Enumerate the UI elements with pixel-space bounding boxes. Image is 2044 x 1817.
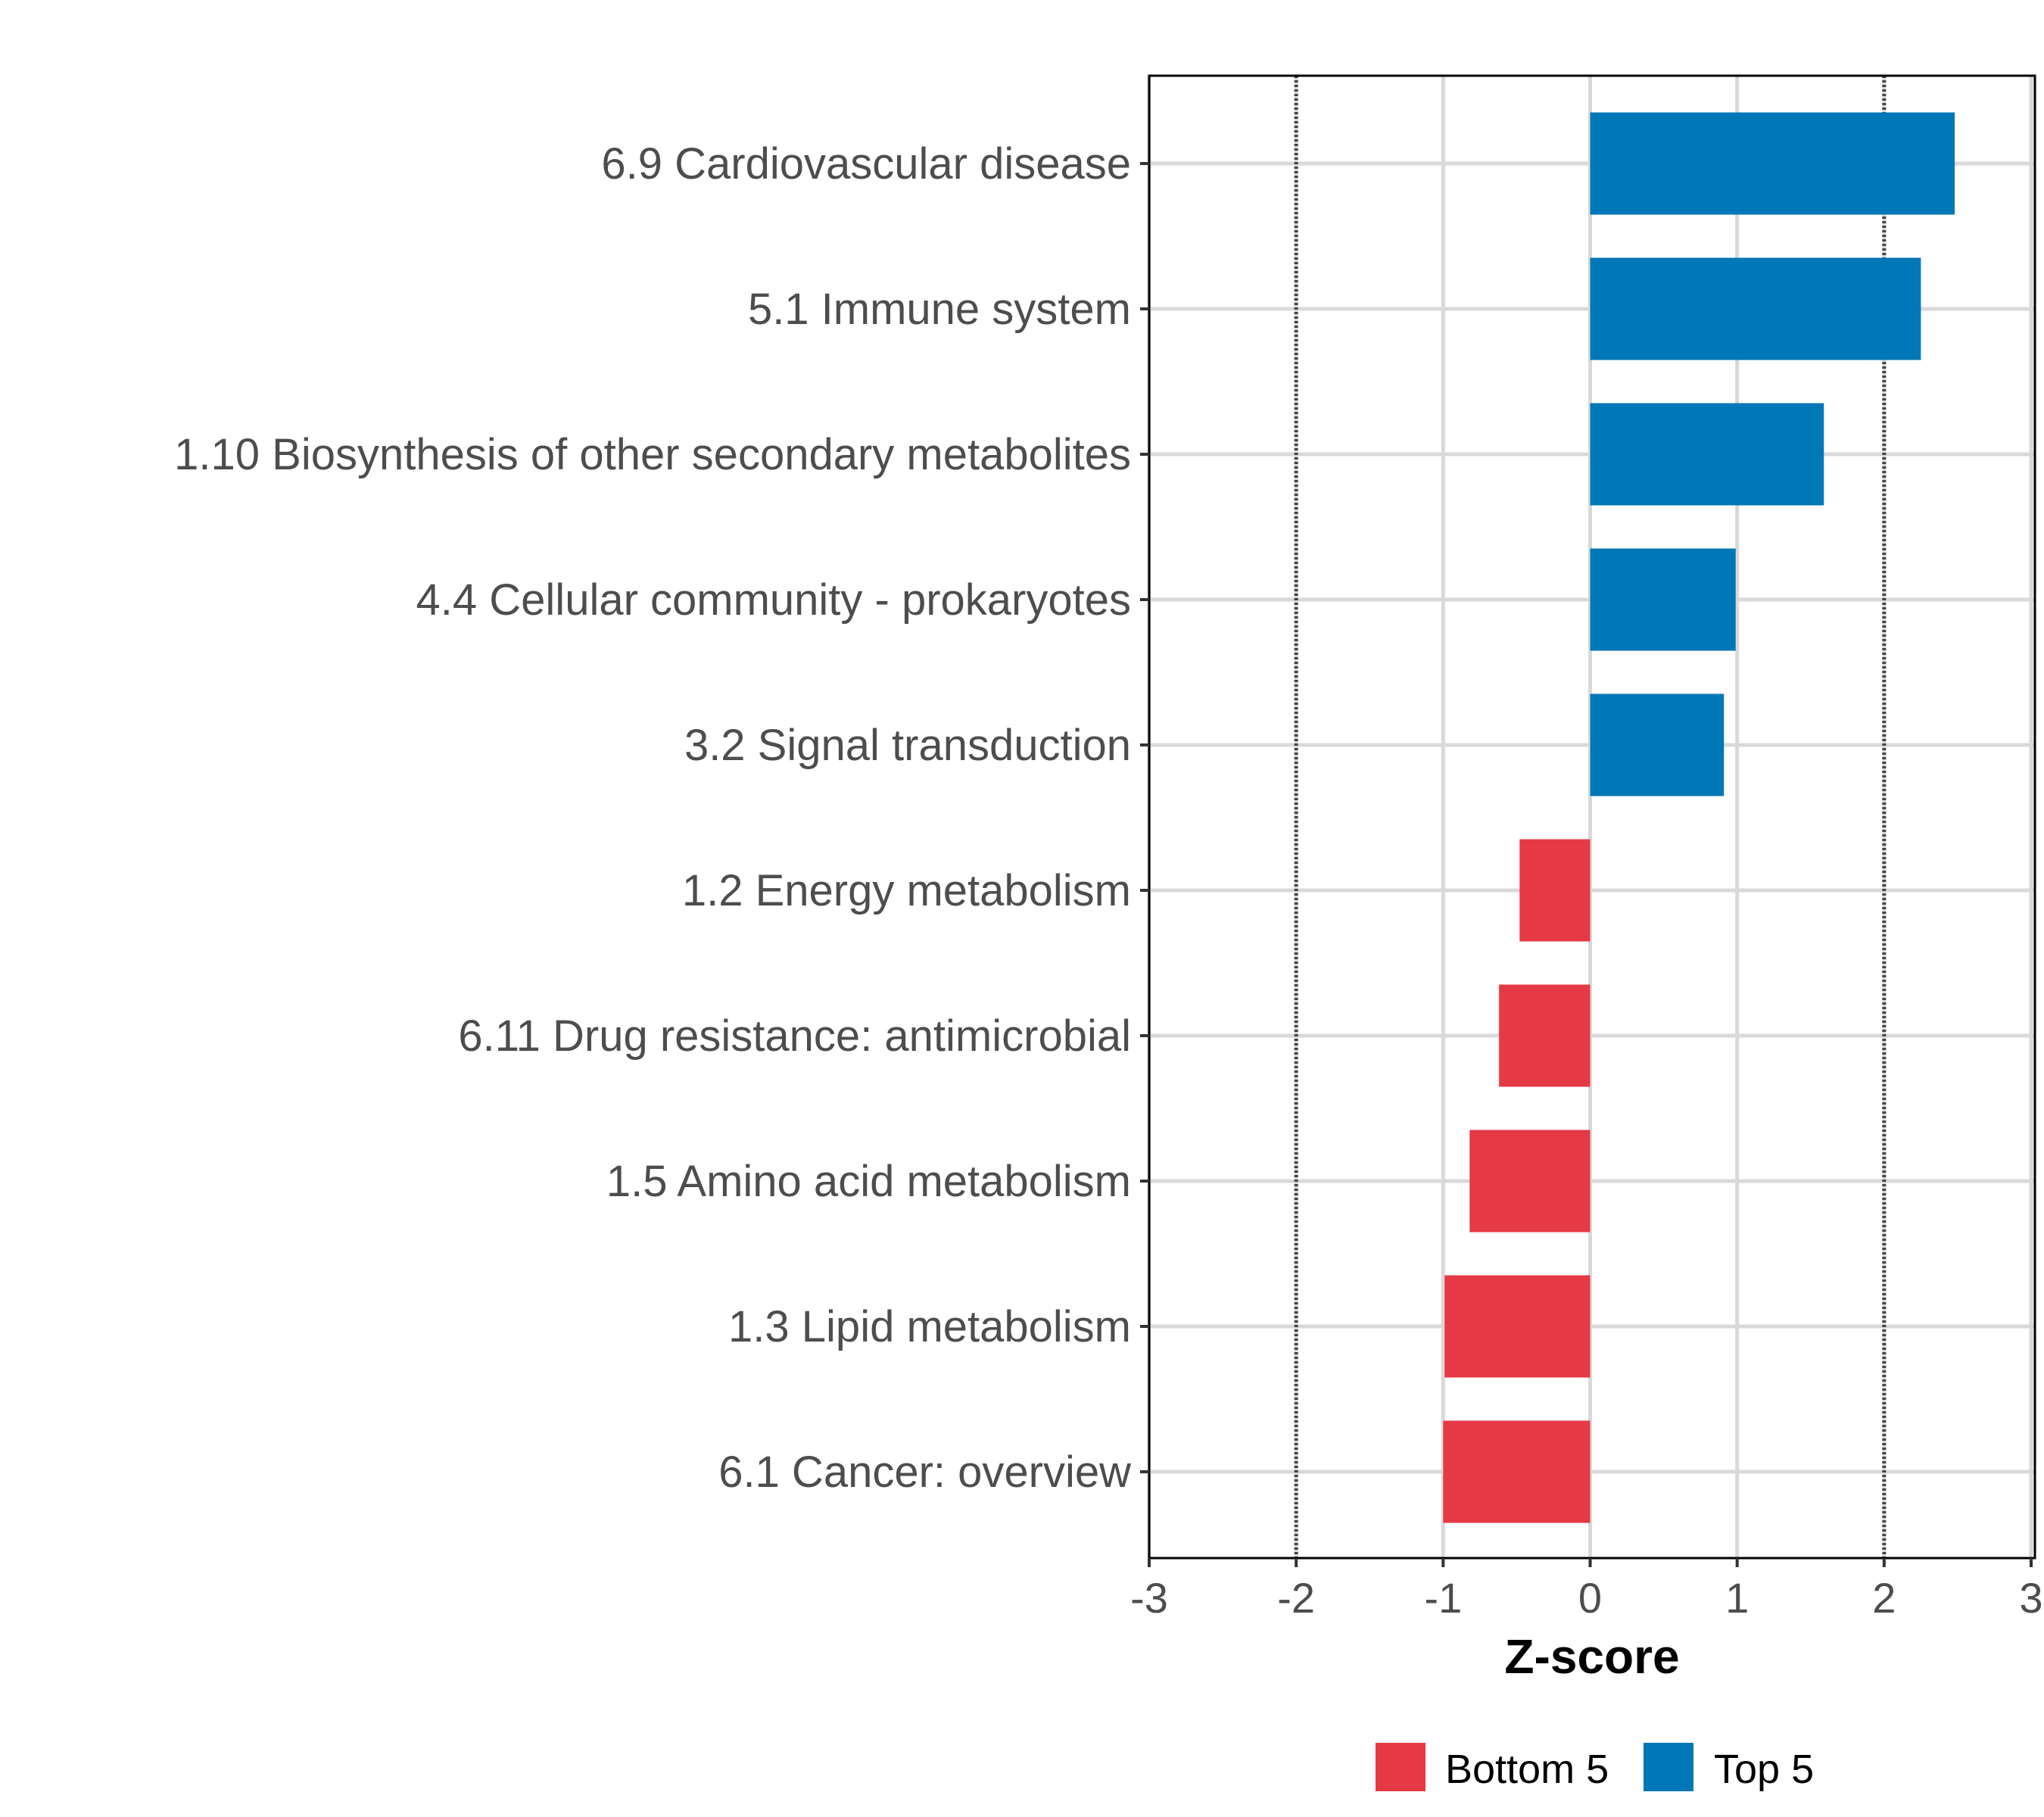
category-label: 6.11 Drug resistance: antimicrobial	[458, 1011, 1131, 1061]
category-labels: 6.9 Cardiovascular disease 5.1 Immune sys…	[174, 139, 1149, 1497]
x-tick-label: 3	[2019, 1574, 2042, 1622]
bar	[1519, 839, 1591, 942]
bar	[1590, 403, 1824, 506]
bar	[1590, 548, 1736, 651]
category-label: 1.3 Lipid metabolism	[728, 1302, 1131, 1351]
panel-border	[1148, 74, 2036, 1560]
x-axis-title: Z-score	[1504, 1629, 1679, 1684]
category-label: 1.5 Amino acid metabolism	[606, 1157, 1131, 1206]
x-tick-label: -3	[1130, 1574, 1168, 1622]
legend-swatch	[1644, 1743, 1693, 1791]
legend-label: Bottom 5	[1445, 1747, 1609, 1792]
bar	[1469, 1130, 1591, 1233]
bar	[1590, 257, 1921, 360]
legend: Bottom 5 Top 5	[1376, 1743, 1814, 1792]
category-label: 5.1 Immune system	[748, 285, 1131, 334]
x-tick-label: 2	[1872, 1574, 1896, 1622]
legend-swatch	[1376, 1743, 1426, 1791]
bar	[1499, 984, 1591, 1087]
category-label: 6.9 Cardiovascular disease	[601, 139, 1131, 189]
x-axis-ticks: -3 -2 -1 0 1 2 3	[1130, 1558, 2043, 1622]
category-label: 1.2 Energy metabolism	[682, 866, 1131, 915]
bar	[1590, 693, 1725, 796]
x-tick-label: 0	[1578, 1574, 1602, 1622]
bar	[1590, 112, 1955, 215]
x-tick-label: 1	[1725, 1574, 1749, 1622]
x-tick-label: -2	[1277, 1574, 1315, 1622]
bar	[1443, 1420, 1591, 1523]
category-label: 1.10 Biosynthesis of other secondary met…	[174, 430, 1131, 479]
bar	[1444, 1275, 1591, 1378]
x-tick-label: -1	[1424, 1574, 1462, 1622]
category-label: 3.2 Signal transduction	[684, 721, 1131, 770]
bars	[1443, 112, 1955, 1523]
legend-label: Top 5	[1714, 1747, 1814, 1792]
category-label: 4.4 Cellular community - prokaryotes	[416, 575, 1131, 625]
category-label: 6.1 Cancer: overview	[718, 1448, 1132, 1497]
